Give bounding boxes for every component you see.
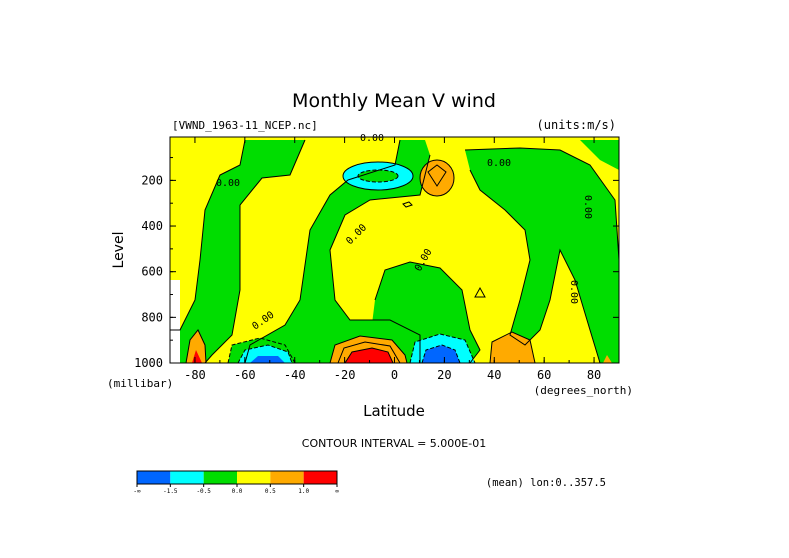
colorbar-swatch [137,471,171,484]
x-tick-label: -80 [184,368,206,382]
green-region-tropics-south [245,140,430,363]
x-tick-label: -60 [234,368,256,382]
x-tick-label: 60 [537,368,551,382]
x-tick-label: 40 [487,368,501,382]
orange-lowlevel-polar-north [603,355,612,363]
blue-lowlevel-right [422,345,460,363]
wind-fields [170,140,619,363]
contour-line [342,161,414,191]
colorbar-label: 1.0 [298,488,309,495]
colorbar-label: 0.5 [265,488,276,495]
contour-label: 0.00 [216,178,240,189]
x-axis-title: Latitude [363,402,425,420]
red-lowlevel-center [345,348,393,363]
dataset-label: [VWND_1963-11_NCEP.nc] [172,119,318,132]
blue-lowlevel-left [250,356,285,363]
y-tick-label: 200 [141,173,163,187]
y-units-label: (millibar) [107,377,173,390]
average-label: (mean) lon:0..357.5 [486,477,606,489]
units-label: (units:m/s) [537,118,616,132]
contour-line [402,201,413,208]
orange-region-upper [420,160,454,196]
x-tick-label: -40 [284,368,306,382]
colorbar-label: -∞ [133,488,141,495]
contour-line [329,154,431,363]
contour-line [421,344,461,364]
contour-line [489,331,536,364]
colorbar-label: -1.5 [163,488,178,495]
y-tick-label: 400 [141,219,163,233]
contour-line [419,159,455,197]
x-tick-label: 20 [437,368,451,382]
contour-line [204,139,306,364]
x-tick-label: 0 [391,368,398,382]
x-units-label: (degrees_north) [534,384,633,397]
x-axis: -80 -60 -40 -20 0 20 40 60 80 [169,137,620,382]
contour-line [427,164,447,187]
contour-line [474,286,486,298]
y-axis-title: Level [111,232,127,269]
y-tick-label: 800 [141,310,163,324]
x-tick-label: 80 [587,368,601,382]
contour-label: 0.00 [487,158,511,169]
contour-label: 0.00 [568,280,579,304]
y-axis: 200 400 600 800 1000 [134,157,619,370]
contour-line [227,337,296,364]
contour-line [357,169,399,183]
contour-line [237,344,293,364]
orange-lowlevel-north [490,332,535,363]
contour-line [337,341,401,364]
colorbar: -∞ -1.5 -0.5 0.0 0.5 1.0 ∞ [133,470,339,495]
colorbar-label: 0.0 [232,488,243,495]
contour-line [409,333,476,364]
contour-line [344,347,394,364]
y-tick-label: 1000 [134,356,163,370]
colorbar-label: ∞ [335,488,339,495]
contour-line [170,139,246,331]
colorbar-swatch [203,471,237,484]
contour-line [185,329,207,364]
green-region-north [465,148,619,363]
orange-lowlevel-polar-south [186,330,206,363]
white-mask-south [170,280,180,363]
green-region-south-notch [170,140,245,330]
contour-line [464,147,620,261]
contour-line [374,261,481,364]
contour-interval-label: CONTOUR INTERVAL = 5.000E-01 [302,437,486,450]
colorbar-swatch [170,471,204,484]
colorbar-swatch [270,471,304,484]
contour-line [469,169,601,364]
chart-title: Monthly Mean V wind [292,90,496,112]
colorbar-label: -0.5 [196,488,211,495]
x-tick-label: -20 [334,368,356,382]
cyan-core-upper [358,170,398,182]
plot-area: 0.00 0.00 0.00 0.00 0.00 0.00 0.00 0.00 … [134,133,620,382]
green-region-north-polar [580,140,619,170]
y-tick-label: 600 [141,265,163,279]
contour-lines [170,139,620,364]
contour-label: 0.00 [360,133,384,144]
contour-line [329,335,408,364]
contour-label: 0.00 [582,195,593,219]
colorbar-swatch [237,471,271,484]
colorbar-swatch [303,471,337,484]
